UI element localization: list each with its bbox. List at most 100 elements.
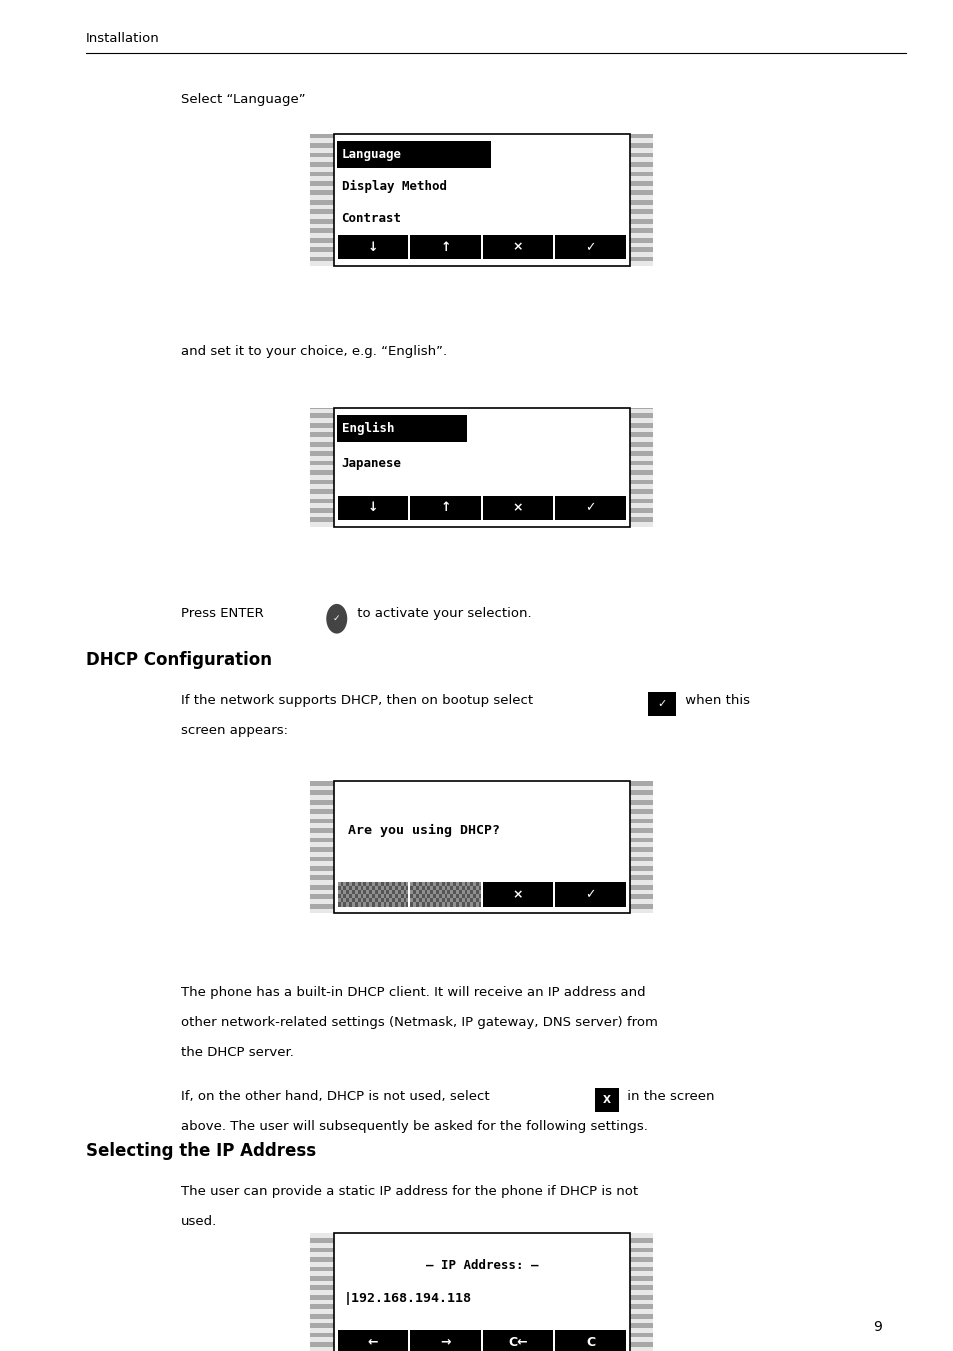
Bar	[310, 432, 334, 438]
Bar	[337, 235, 408, 259]
Bar	[310, 857, 334, 862]
Bar	[629, 428, 653, 432]
Bar	[310, 1324, 334, 1328]
Bar	[366, 894, 369, 898]
Bar	[629, 205, 653, 209]
Bar	[478, 886, 480, 890]
Bar	[629, 253, 653, 257]
Bar	[629, 900, 653, 904]
Bar	[461, 886, 464, 890]
Bar	[310, 489, 334, 494]
Bar	[629, 843, 653, 847]
Bar	[310, 862, 334, 866]
Bar	[629, 209, 653, 215]
Bar	[464, 882, 467, 886]
Bar	[395, 886, 397, 890]
Bar	[310, 247, 334, 253]
Bar	[629, 1313, 653, 1319]
Bar	[453, 898, 456, 902]
Bar	[629, 1248, 653, 1252]
Bar	[355, 894, 357, 898]
Bar	[310, 909, 334, 913]
Bar	[352, 882, 355, 886]
Text: Installation: Installation	[86, 31, 159, 45]
Text: The phone has a built-in DHCP client. It will receive an IP address and: The phone has a built-in DHCP client. It…	[181, 986, 645, 1000]
Bar	[343, 886, 346, 890]
Bar	[444, 902, 447, 907]
Bar	[482, 1329, 553, 1351]
Bar	[310, 523, 334, 527]
Bar	[629, 785, 653, 790]
Bar	[555, 882, 625, 907]
Bar	[310, 457, 334, 461]
Bar	[310, 800, 334, 804]
Bar	[424, 890, 427, 894]
Bar	[400, 886, 403, 890]
Bar	[629, 1328, 653, 1332]
Bar	[363, 898, 366, 902]
Text: the DHCP server.: the DHCP server.	[181, 1046, 294, 1059]
Bar	[482, 496, 553, 520]
Bar	[629, 885, 653, 889]
Bar	[470, 882, 473, 886]
Text: Display Method: Display Method	[341, 180, 446, 193]
Bar	[629, 894, 653, 900]
Bar	[310, 419, 334, 423]
Bar	[433, 886, 436, 890]
Bar	[629, 857, 653, 862]
Bar	[310, 781, 334, 785]
Bar	[482, 882, 553, 907]
Bar	[629, 794, 653, 800]
Bar	[629, 461, 653, 466]
Bar	[310, 1233, 334, 1238]
Bar	[310, 262, 334, 266]
Text: ✓: ✓	[584, 240, 596, 254]
Bar	[403, 898, 406, 902]
Bar	[380, 882, 383, 886]
Bar	[386, 882, 389, 886]
Text: Press ENTER: Press ENTER	[181, 607, 268, 620]
Bar	[473, 902, 476, 907]
Bar	[310, 181, 334, 186]
Bar	[310, 168, 334, 172]
Bar	[629, 442, 653, 447]
Bar	[346, 898, 349, 902]
Bar	[337, 902, 340, 907]
Bar	[363, 890, 366, 894]
Bar	[386, 890, 389, 894]
Bar	[418, 890, 421, 894]
Bar	[458, 898, 461, 902]
Bar	[444, 894, 447, 898]
Bar	[436, 890, 438, 894]
Bar	[629, 215, 653, 219]
Bar	[629, 413, 653, 419]
Text: ×: ×	[512, 888, 523, 901]
Bar	[310, 513, 334, 517]
Bar	[383, 886, 386, 890]
Bar	[310, 1262, 334, 1267]
Bar	[310, 1232, 334, 1351]
Text: to activate your selection.: to activate your selection.	[353, 607, 531, 620]
Bar	[310, 153, 334, 158]
Text: ↓: ↓	[367, 501, 378, 515]
Text: — IP Address: —: — IP Address: —	[425, 1259, 537, 1271]
Bar	[310, 843, 334, 847]
Bar	[375, 882, 377, 886]
Bar	[410, 902, 413, 907]
Bar	[346, 890, 349, 894]
Bar	[441, 890, 444, 894]
Bar	[397, 890, 400, 894]
Bar	[430, 882, 433, 886]
Bar	[310, 205, 334, 209]
Bar	[629, 139, 653, 143]
Bar	[629, 457, 653, 461]
Text: ✓: ✓	[333, 615, 340, 623]
Bar	[629, 1243, 653, 1248]
Bar	[310, 517, 334, 523]
Bar	[310, 900, 334, 904]
Bar	[310, 190, 334, 196]
Bar	[352, 890, 355, 894]
Text: ✓: ✓	[584, 888, 596, 901]
Bar	[629, 172, 653, 177]
Bar	[310, 200, 334, 205]
